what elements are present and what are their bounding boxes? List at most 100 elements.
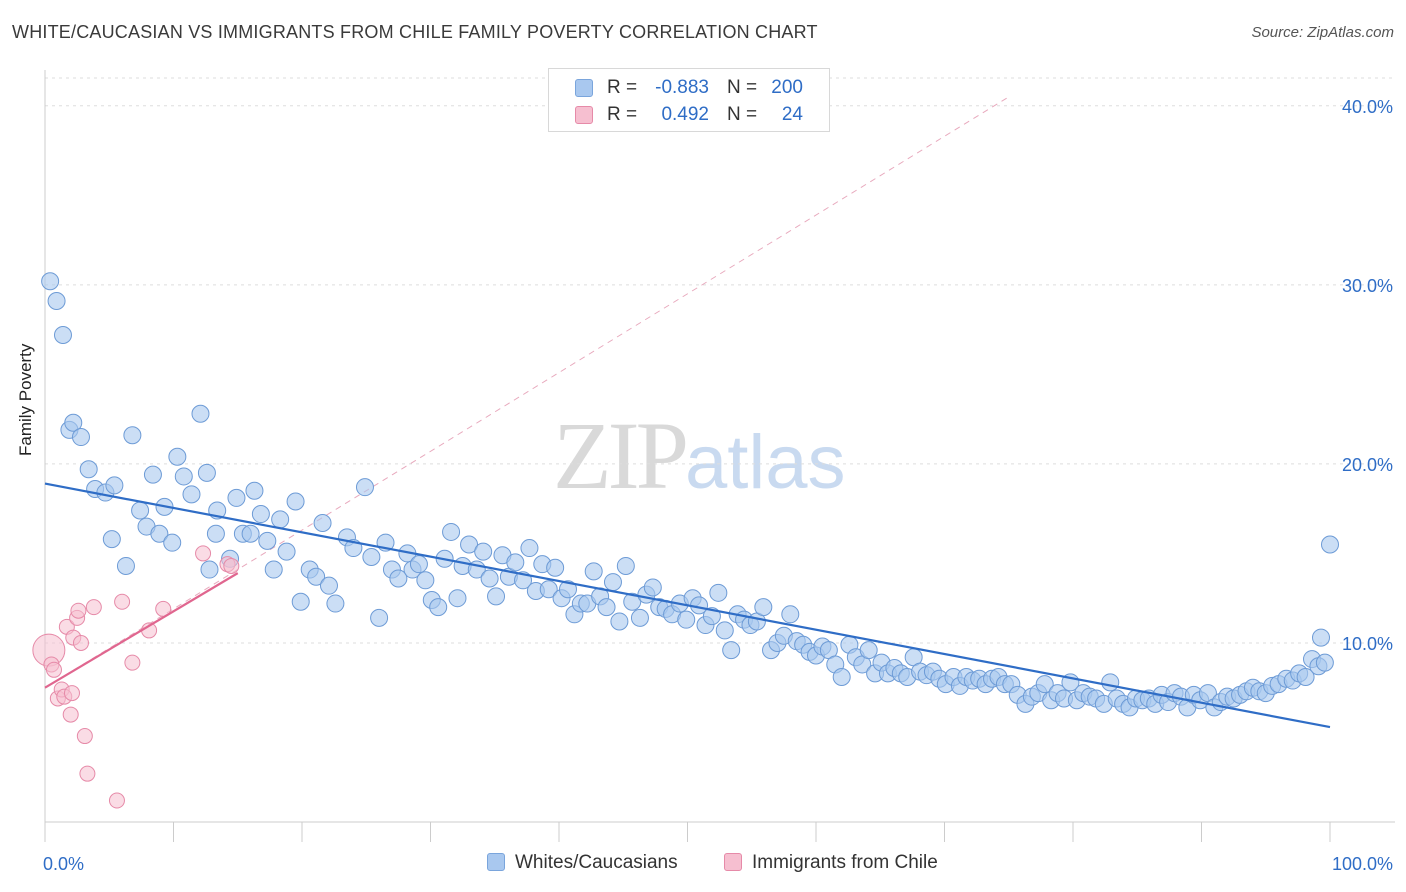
data-point-chile bbox=[223, 557, 240, 574]
data-point-whites bbox=[1315, 653, 1334, 672]
bottom-legend: Whites/Caucasians Immigrants from Chile bbox=[0, 852, 1406, 878]
data-point-chile bbox=[76, 728, 93, 745]
y-tick-label: 10.0% bbox=[1342, 634, 1393, 654]
data-point-whites bbox=[520, 539, 539, 558]
legend-r-value: -0.883 bbox=[655, 77, 709, 98]
data-point-chile bbox=[195, 545, 212, 562]
series-chile-points bbox=[32, 545, 240, 809]
data-point-whites bbox=[416, 571, 435, 590]
y-tick-label: 30.0% bbox=[1342, 276, 1393, 296]
data-point-whites bbox=[271, 510, 290, 529]
x-tick-label: 100.0% bbox=[1332, 854, 1393, 874]
series-whites-points bbox=[41, 272, 1339, 717]
data-point-whites bbox=[102, 530, 121, 549]
data-point-whites bbox=[1296, 667, 1315, 686]
data-point-whites bbox=[326, 594, 345, 613]
data-point-whites bbox=[409, 555, 428, 574]
data-point-whites bbox=[319, 576, 338, 595]
data-point-whites bbox=[546, 558, 565, 577]
data-point-whites bbox=[754, 598, 773, 617]
data-point-whites bbox=[429, 598, 448, 617]
data-point-whites bbox=[206, 524, 225, 543]
legend-item-chile[interactable]: Immigrants from Chile bbox=[724, 852, 938, 874]
data-point-whites bbox=[1101, 673, 1120, 692]
data-point-whites bbox=[389, 569, 408, 588]
legend-n-value: 24 bbox=[781, 104, 803, 125]
data-point-whites bbox=[53, 325, 72, 344]
legend-row-chile: R = 0.492 N = 24 bbox=[549, 100, 829, 128]
data-point-whites bbox=[286, 492, 305, 511]
watermark-atlas: atlas bbox=[685, 420, 846, 505]
legend-swatch-chile bbox=[724, 853, 742, 871]
data-point-whites bbox=[506, 553, 525, 572]
data-point-whites bbox=[191, 404, 210, 423]
data-point-whites bbox=[781, 605, 800, 624]
reference-line bbox=[44, 96, 1010, 689]
data-point-whites bbox=[182, 485, 201, 504]
data-point-whites bbox=[313, 513, 332, 532]
data-point-chile bbox=[85, 599, 102, 616]
data-point-whites bbox=[131, 501, 150, 520]
data-point-whites bbox=[116, 556, 135, 575]
data-point-whites bbox=[168, 447, 187, 466]
data-point-whites bbox=[105, 476, 124, 495]
grid-lines bbox=[45, 77, 1395, 644]
data-point-whites bbox=[200, 560, 219, 579]
data-point-whites bbox=[47, 291, 66, 310]
reference-dashed-line bbox=[44, 96, 1010, 689]
legend-n-label: N = bbox=[727, 77, 758, 98]
data-point-whites bbox=[362, 548, 381, 567]
data-point-whites bbox=[71, 428, 90, 447]
legend-r-label: R = bbox=[607, 104, 638, 125]
data-point-whites bbox=[123, 426, 142, 445]
data-point-whites bbox=[197, 463, 216, 482]
axes bbox=[44, 70, 1395, 842]
data-point-whites bbox=[150, 524, 169, 543]
data-point-whites bbox=[558, 580, 577, 599]
data-point-whites bbox=[677, 610, 696, 629]
data-point-whites bbox=[539, 580, 558, 599]
legend-n-label: N = bbox=[727, 104, 758, 125]
data-point-chile bbox=[114, 593, 131, 610]
legend-r-value: 0.492 bbox=[661, 104, 709, 125]
legend-n-value: 200 bbox=[771, 77, 803, 98]
legend-swatch-whites bbox=[575, 79, 593, 97]
data-point-whites bbox=[597, 598, 616, 617]
data-point-whites bbox=[715, 621, 734, 640]
data-point-whites bbox=[307, 567, 326, 586]
data-point-whites bbox=[1321, 535, 1339, 554]
y-tick-label: 20.0% bbox=[1342, 455, 1393, 475]
data-point-whites bbox=[460, 535, 479, 554]
legend-swatch-chile bbox=[575, 106, 593, 124]
legend-row-whites: R = -0.883 N = 200 bbox=[549, 73, 829, 101]
data-point-whites bbox=[709, 583, 728, 602]
x-tick-label: 0.0% bbox=[43, 854, 84, 874]
data-point-chile bbox=[62, 706, 79, 723]
data-point-whites bbox=[610, 612, 629, 631]
trend-lines bbox=[44, 482, 1331, 729]
watermark: ZIPatlas bbox=[553, 400, 846, 511]
data-point-whites bbox=[859, 641, 878, 660]
legend-r-label: R = bbox=[607, 77, 638, 98]
data-point-whites bbox=[623, 592, 642, 611]
data-point-whites bbox=[487, 587, 506, 606]
data-point-chile bbox=[72, 634, 89, 651]
data-point-whites bbox=[291, 592, 310, 611]
data-point-whites bbox=[480, 569, 499, 588]
data-point-whites bbox=[630, 608, 649, 627]
legend-label-chile: Immigrants from Chile bbox=[752, 852, 938, 873]
data-point-whites bbox=[143, 465, 162, 484]
legend-item-whites[interactable]: Whites/Caucasians bbox=[487, 852, 678, 874]
data-point-whites bbox=[245, 481, 264, 500]
trend-line-chile bbox=[44, 572, 239, 689]
data-point-whites bbox=[251, 505, 270, 524]
data-point-whites bbox=[227, 488, 246, 507]
legend-swatch-whites bbox=[487, 853, 505, 871]
data-point-whites bbox=[1312, 628, 1331, 647]
trend-line-whites bbox=[44, 482, 1331, 729]
data-point-chile bbox=[108, 792, 125, 809]
data-point-whites bbox=[442, 522, 461, 541]
data-point-whites bbox=[163, 533, 182, 552]
data-point-whites bbox=[370, 608, 389, 627]
